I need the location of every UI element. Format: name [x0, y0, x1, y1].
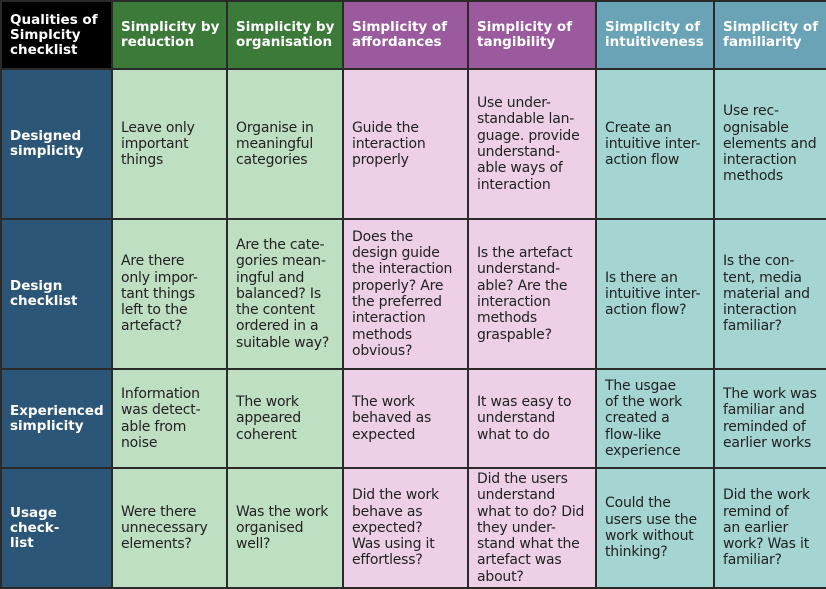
table-cell: Are the cate- gories mean- ingful and ba…	[226, 218, 344, 370]
table-row: Experienced simplicity Information was d…	[0, 368, 826, 469]
table-cell: The work appeared coherent	[226, 368, 344, 469]
table-cell: Were there unnecessary elements?	[111, 467, 228, 589]
table-row: Designed simplicity Leave only important…	[0, 68, 826, 220]
table-cell: Guide the interaction properly	[342, 68, 469, 220]
table-cell: Use rec- ognisable elements and interact…	[713, 68, 826, 220]
column-header-intuitiveness: Simplicity of intuitiveness	[595, 0, 715, 70]
column-header-tangibility: Simplicity of tangibility	[467, 0, 597, 70]
table-row: Design checklist Are there only impor- t…	[0, 218, 826, 370]
table-cell: Did the work behave as expected? Was usi…	[342, 467, 469, 589]
table-cell: Are there only impor- tant things left t…	[111, 218, 228, 370]
row-header: Design checklist	[0, 218, 113, 370]
table-cell: Is the artefact understand- able? Are th…	[467, 218, 597, 370]
table-cell: Was the work organised well?	[226, 467, 344, 589]
table-cell: The work was familiar and reminded of ea…	[713, 368, 826, 469]
table-cell: Could the users use the work without thi…	[595, 467, 715, 589]
column-header-organisation: Simplicity by organisation	[226, 0, 344, 70]
table-row: Usage check- list Were there unnecessary…	[0, 467, 826, 589]
column-header-affordances: Simplicity of affordances	[342, 0, 469, 70]
row-header: Usage check- list	[0, 467, 113, 589]
table-cell: Organise in meaningful categories	[226, 68, 344, 220]
table-cell: Did the users understand what to do? Did…	[467, 467, 597, 589]
table-cell: Create an intuitive inter- action flow	[595, 68, 715, 220]
table-cell: Is the con- tent, media material and int…	[713, 218, 826, 370]
table-cell: The work behaved as expected	[342, 368, 469, 469]
table-cell: Did the work remind of an earlier work? …	[713, 467, 826, 589]
table-cell: It was easy to understand what to do	[467, 368, 597, 469]
table-cell: Leave only important things	[111, 68, 228, 220]
column-header-reduction: Simplicity by reduction	[111, 0, 228, 70]
column-header-familiarity: Simplicity of familiarity	[713, 0, 826, 70]
header-row: Qualities of Simplcity checklist Simplic…	[0, 0, 826, 70]
table-cell: Is there an intuitive inter- action flow…	[595, 218, 715, 370]
row-header: Experienced simplicity	[0, 368, 113, 469]
table-cell: Does the design guide the interaction pr…	[342, 218, 469, 370]
table-cell: The usgae of the work created a flow-lik…	[595, 368, 715, 469]
table-cell: Use under- standable lan- guage. provide…	[467, 68, 597, 220]
row-header: Designed simplicity	[0, 68, 113, 220]
table-cell: Information was detect- able from noise	[111, 368, 228, 469]
corner-header: Qualities of Simplcity checklist	[0, 0, 113, 70]
